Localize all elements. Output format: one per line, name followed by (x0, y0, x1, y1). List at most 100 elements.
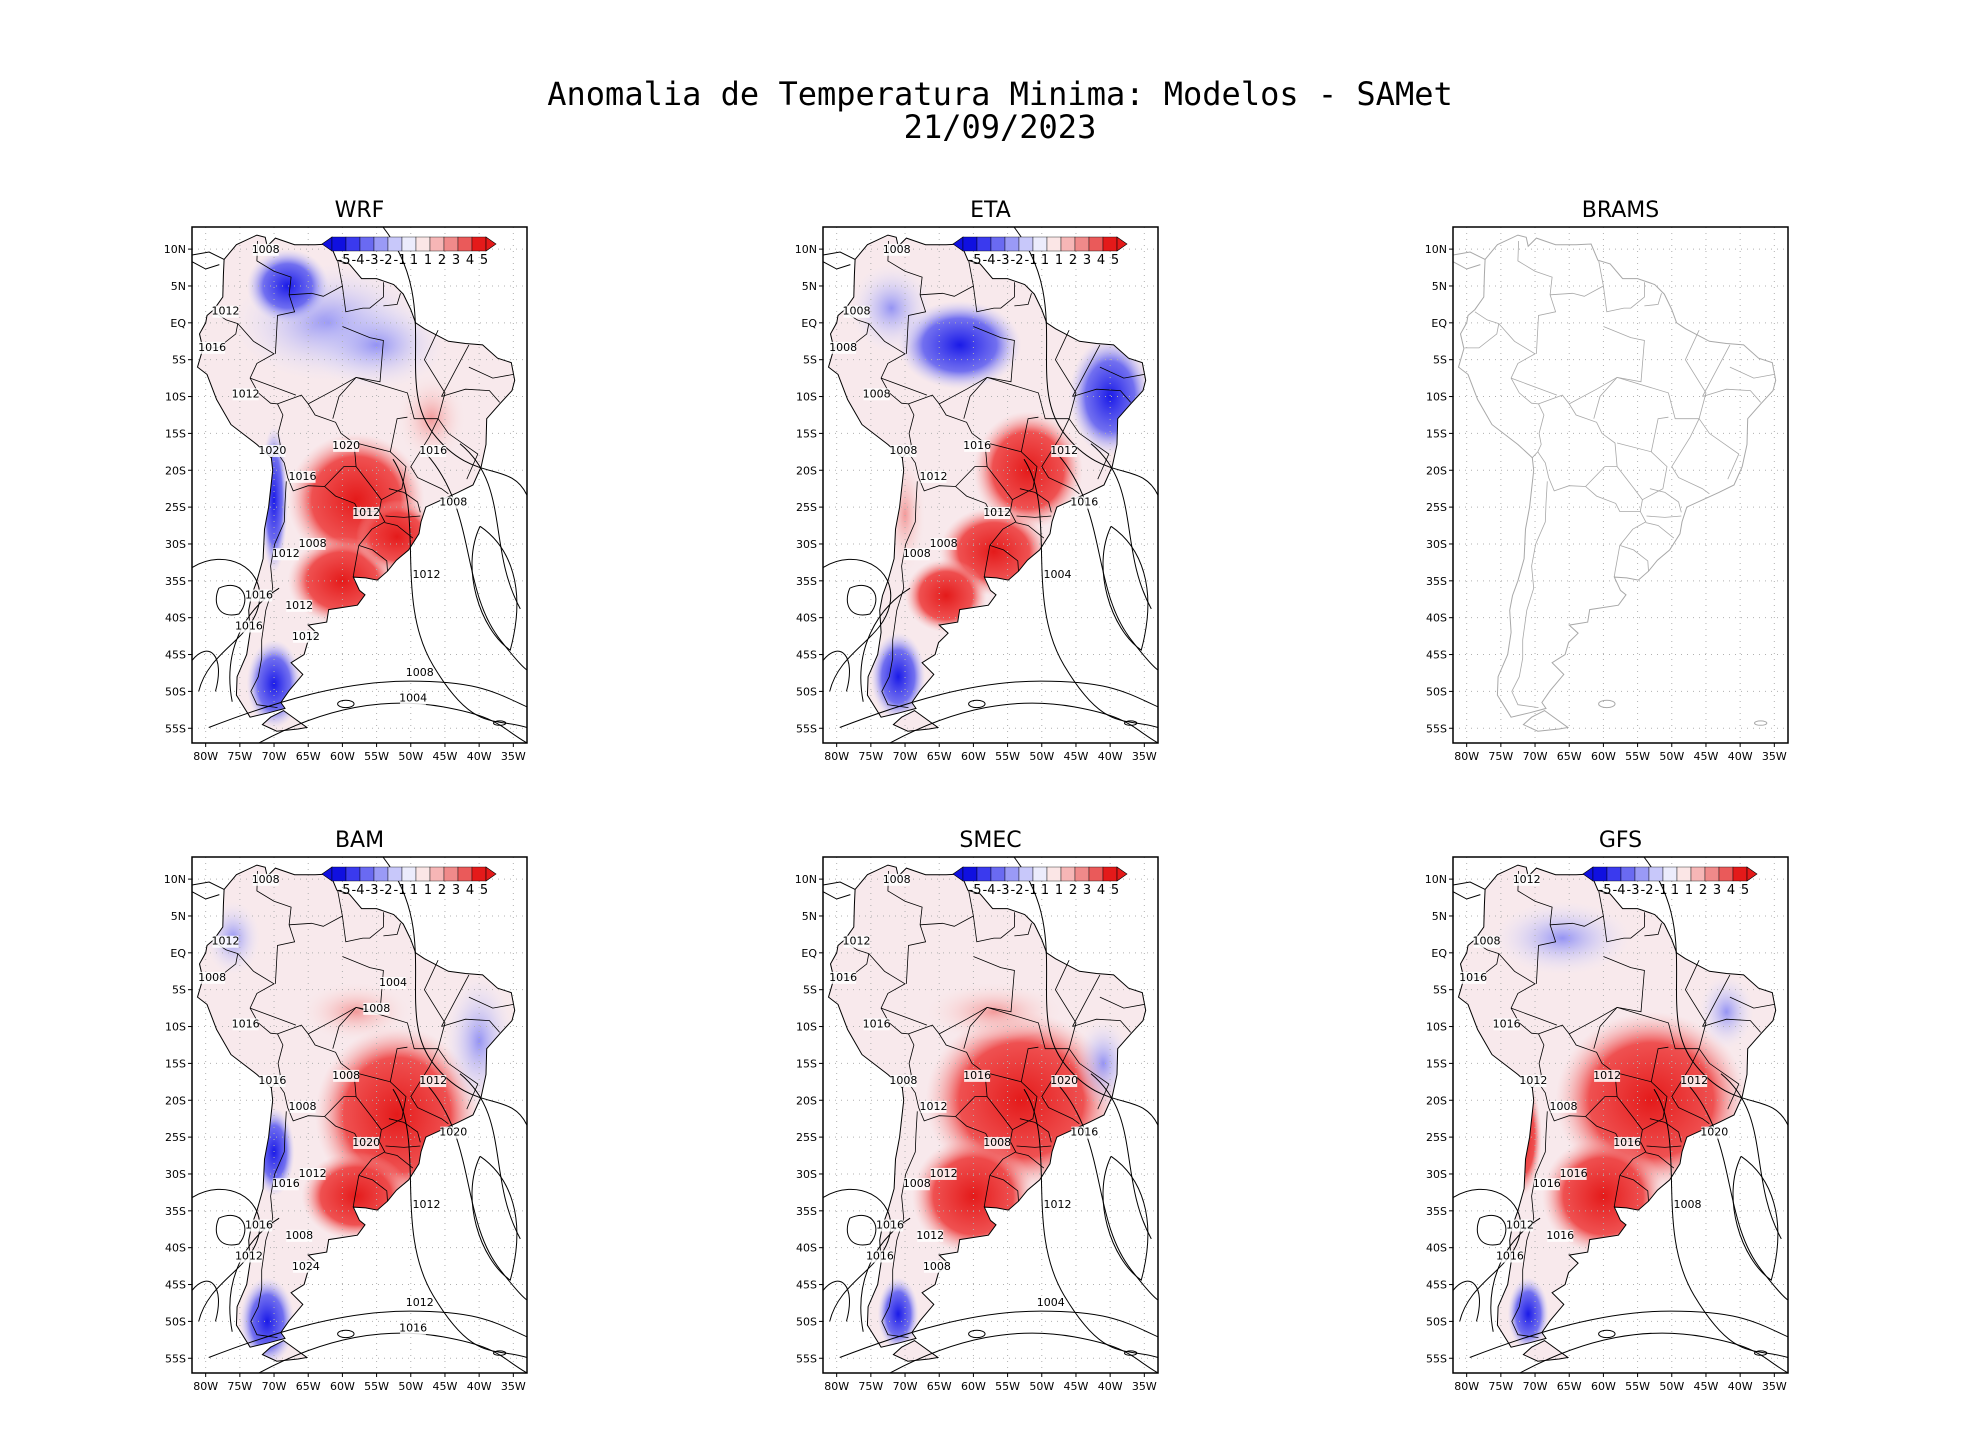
colorbar-label: -4 (983, 253, 996, 268)
lat-tick-label: EQ (801, 317, 817, 330)
lon-tick-label: 65W (927, 1380, 952, 1393)
isobar-label: 1012 (1050, 444, 1078, 457)
lon-axis-bam: 80W 75W 70W 65W 60W 55W 50W 45W 40W 35W (193, 1373, 526, 1393)
isobar-label: 1020 (332, 439, 360, 452)
lon-tick-label: 55W (1625, 750, 1650, 763)
isobar-label: 1012 (235, 1249, 263, 1262)
lat-tick-label: 15S (1426, 427, 1447, 440)
lat-tick-label: 20S (796, 464, 817, 477)
lat-tick-label: 55S (796, 1352, 817, 1365)
panel-title-brams: BRAMS (1582, 198, 1659, 223)
lat-tick-label: 55S (1426, 1352, 1447, 1365)
isobar-label: 1016 (258, 1074, 286, 1087)
colorbar-label: 1 (424, 883, 432, 898)
lon-tick-label: 80W (824, 750, 849, 763)
isobar-label: 1008 (1674, 1198, 1702, 1211)
isobar-label: 1016 (866, 1249, 894, 1262)
lat-tick-label: 5N (802, 910, 817, 923)
lat-tick-label: 25S (165, 1131, 186, 1144)
isobar-label: 1016 (419, 444, 447, 457)
lon-tick-label: 65W (1557, 750, 1582, 763)
colorbar-label: 1 (1685, 883, 1693, 898)
isobar-label: 1016 (963, 1069, 991, 1082)
isobar-label: 1020 (439, 1126, 467, 1139)
colorbar-label: 1 (1055, 253, 1063, 268)
colorbar-label: -4 (352, 883, 365, 898)
isobar-label: 1008 (252, 873, 280, 886)
colorbar-swatch (962, 866, 978, 882)
panel-wrf: WRF1008101210161012102010161020100810121… (164, 198, 528, 763)
lat-axis-smec: 10N 5N EQ 5S 10S 15S 20S 25S 30S 35S 40S 45S 50S 55S (795, 873, 823, 1365)
colorbar-label: 3 (452, 883, 460, 898)
colorbar-label: 2 (438, 883, 446, 898)
lat-tick-label: 15S (165, 1057, 186, 1070)
isobar-label: 1012 (272, 547, 300, 560)
isobar-label: 1004 (379, 976, 407, 989)
coastline-wrf (192, 234, 516, 732)
lon-tick-label: 45W (433, 750, 458, 763)
isobar-label: 1008 (863, 387, 891, 400)
lat-axis-brams: 10N 5N EQ 5S 10S 15S 20S 25S 30S 35S 40S 45S 50S 55S (1425, 243, 1453, 735)
lon-tick-label: 40W (1098, 750, 1123, 763)
colorbar-swatch (415, 866, 431, 882)
isobar-label: 1012 (299, 1167, 327, 1180)
isobar-label: 1004 (1037, 1296, 1065, 1309)
isobar-label: 1012 (352, 506, 380, 519)
lon-tick-label: 70W (262, 1380, 287, 1393)
colorbar-swatch (345, 236, 361, 252)
panel-bam: BAM1008101210081016101610081008101210201… (164, 828, 528, 1393)
lat-tick-label: 15S (796, 427, 817, 440)
colorbar-swatch (331, 236, 347, 252)
colorbar-label: 2 (1069, 883, 1077, 898)
colorbar-label: 5 (480, 253, 488, 268)
lat-tick-label: 30S (796, 538, 817, 551)
lat-tick-label: 25S (1426, 501, 1447, 514)
lat-tick-label: 10N (164, 873, 186, 886)
lat-tick-label: 10S (796, 391, 817, 404)
colorbar-label: -3 (997, 253, 1010, 268)
lat-tick-label: 5S (803, 984, 817, 997)
colorbar-swatch (1018, 866, 1034, 882)
isobar-label: 1012 (983, 506, 1011, 519)
lon-axis-brams: 80W 75W 70W 65W 60W 55W 50W 45W 40W 35W (1454, 743, 1787, 763)
gridlines-brams (1453, 227, 1788, 743)
colorbar-label: 4 (466, 253, 474, 268)
colorbar-swatch (1074, 866, 1090, 882)
lon-tick-label: 80W (1454, 1380, 1479, 1393)
isobar-label: 1012 (285, 599, 313, 612)
colorbar-swatch (1046, 866, 1062, 882)
lat-tick-label: 10N (1425, 243, 1447, 256)
lat-tick-label: 40S (165, 612, 186, 625)
lat-axis-wrf: 10N 5N EQ 5S 10S 15S 20S 25S 30S 35S 40S 45S 50S 55S (164, 243, 192, 735)
borders-smec (834, 870, 1145, 1338)
lon-tick-label: 35W (1762, 750, 1787, 763)
isobar-label: 1008 (406, 666, 434, 679)
panel-smec: SMEC100810121016101610081012101610121008… (795, 828, 1159, 1393)
lon-axis-smec: 80W 75W 70W 65W 60W 55W 50W 45W 40W 35W (824, 1373, 1157, 1393)
panel-gfs: GFS1012100810161016101210081012101610161… (1425, 828, 1789, 1393)
lat-tick-label: 50S (1426, 1315, 1447, 1328)
colorbar-label: -2 (1011, 883, 1024, 898)
lat-tick-label: 5S (1433, 984, 1447, 997)
isobar-label: 1008 (843, 305, 871, 318)
isobar-label: 1012 (212, 935, 240, 948)
lat-tick-label: 5S (1433, 354, 1447, 367)
colorbar-label: -5 (1599, 883, 1612, 898)
isobar-label: 1020 (1050, 1074, 1078, 1087)
lat-tick-label: 55S (796, 722, 817, 735)
lat-tick-label: 50S (796, 1315, 817, 1328)
colorbar-swatch (457, 236, 473, 252)
lat-tick-label: 15S (1426, 1057, 1447, 1070)
isobar-label: 1012 (413, 568, 441, 581)
panel-title-smec: SMEC (959, 828, 1021, 853)
isobar-label: 1008 (883, 243, 911, 256)
colorbar-swatch (415, 236, 431, 252)
isobar-label: 1012 (212, 305, 240, 318)
colorbar-swatch (1004, 236, 1020, 252)
lon-tick-label: 50W (398, 1380, 423, 1393)
isobar-label: 1008 (889, 1074, 917, 1087)
lat-tick-label: 5N (1432, 910, 1447, 923)
lon-tick-label: 80W (193, 750, 218, 763)
colorbar-label: -1 (394, 253, 407, 268)
colorbar-label: -2 (380, 253, 393, 268)
